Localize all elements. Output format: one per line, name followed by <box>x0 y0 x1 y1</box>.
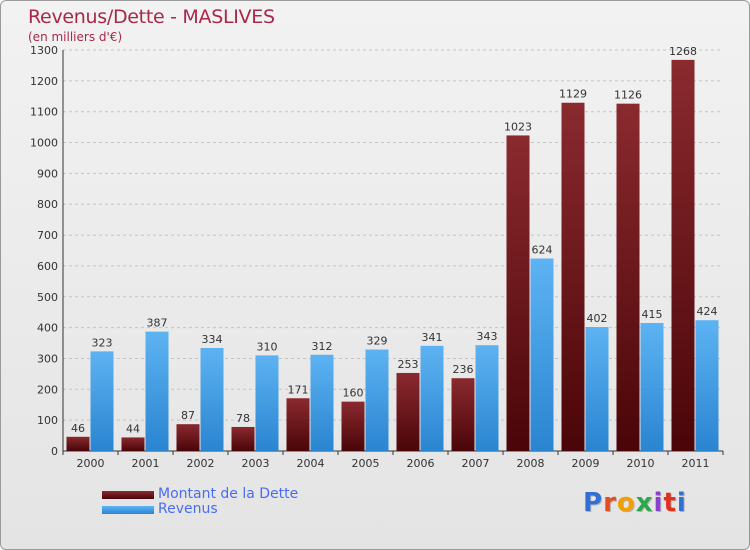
data-label: 624 <box>532 244 553 257</box>
data-label: 424 <box>697 305 718 318</box>
data-label: 87 <box>181 409 195 422</box>
chart-title: Revenus/Dette - MASLIVES <box>28 6 275 28</box>
x-tick-label: 2000 <box>77 457 105 470</box>
y-tick-label: 200 <box>37 383 58 396</box>
data-label: 171 <box>288 383 309 396</box>
data-label: 78 <box>236 412 250 425</box>
data-label: 329 <box>367 335 388 348</box>
y-tick-label: 1000 <box>30 137 58 150</box>
legend-label-revenus: Revenus <box>158 501 218 517</box>
logo-letter: i <box>676 488 687 518</box>
bar-dette <box>451 378 475 451</box>
y-tick-label: 800 <box>37 198 58 211</box>
data-label: 334 <box>202 333 223 346</box>
data-label: 1129 <box>559 88 587 101</box>
bar-revenus <box>640 322 664 451</box>
y-tick-label: 300 <box>37 352 58 365</box>
proxiti-logo: Proxiti <box>583 488 687 518</box>
legend-label-dette: Montant de la Dette <box>158 486 299 502</box>
bar-dette <box>121 437 145 451</box>
bar-dette <box>396 372 420 451</box>
logo-letter: P <box>583 488 604 518</box>
bar-dette <box>231 426 255 451</box>
x-tick-label: 2006 <box>407 457 435 470</box>
data-label: 1126 <box>614 89 642 102</box>
y-tick-label: 900 <box>37 167 58 180</box>
y-tick-label: 0 <box>51 445 58 458</box>
data-label: 415 <box>642 308 663 321</box>
x-tick-label: 2009 <box>572 457 600 470</box>
data-label: 341 <box>422 331 443 344</box>
y-tick-label: 500 <box>37 291 58 304</box>
y-tick-label: 700 <box>37 229 58 242</box>
bar-revenus <box>420 345 444 451</box>
data-label: 323 <box>92 336 113 349</box>
bar-revenus <box>365 349 389 451</box>
bar-revenus <box>90 351 114 451</box>
chart-subtitle: (en milliers d'€) <box>28 30 123 44</box>
data-label: 236 <box>453 363 474 376</box>
data-label: 44 <box>126 422 140 435</box>
logo-letter: t <box>663 488 677 518</box>
x-tick-label: 2005 <box>352 457 380 470</box>
data-label: 312 <box>312 340 333 353</box>
data-label: 343 <box>477 330 498 343</box>
x-tick-label: 2008 <box>517 457 545 470</box>
data-label: 310 <box>257 340 278 353</box>
y-tick-label: 600 <box>37 260 58 273</box>
bar-dette <box>506 135 530 451</box>
y-tick-label: 1100 <box>30 106 58 119</box>
data-label: 1268 <box>669 45 697 58</box>
bar-revenus <box>530 258 554 451</box>
y-tick-label: 1200 <box>30 75 58 88</box>
bar-revenus <box>475 345 499 451</box>
logo-letter: o <box>616 488 636 518</box>
bar-revenus <box>200 347 224 451</box>
data-label: 46 <box>71 422 85 435</box>
bar-dette <box>66 436 90 451</box>
data-label: 1023 <box>504 120 532 133</box>
bar-dette <box>616 103 640 452</box>
data-label: 387 <box>147 317 168 330</box>
logo-letter: x <box>635 488 654 518</box>
x-tick-label: 2001 <box>132 457 160 470</box>
logo-letter: i <box>653 488 664 518</box>
y-tick-label: 100 <box>37 414 58 427</box>
data-label: 160 <box>343 387 364 400</box>
y-tick-label: 400 <box>37 322 58 335</box>
bar-revenus <box>145 331 169 451</box>
x-tick-label: 2004 <box>297 457 325 470</box>
x-tick-label: 2007 <box>462 457 490 470</box>
bar-dette <box>176 424 200 451</box>
x-tick-label: 2003 <box>242 457 270 470</box>
bar-revenus <box>255 355 279 451</box>
logo-letter: r <box>603 488 617 518</box>
bar-dette <box>286 398 310 451</box>
bar-dette <box>341 401 365 451</box>
x-tick-label: 2011 <box>682 457 710 470</box>
bar-revenus <box>695 320 719 451</box>
x-tick-label: 2002 <box>187 457 215 470</box>
bar-dette <box>671 59 695 452</box>
bar-revenus <box>310 354 334 451</box>
y-tick-label: 1300 <box>30 44 58 57</box>
bar-revenus <box>585 326 609 451</box>
legend-swatch-revenus <box>102 506 154 514</box>
x-tick-label: 2010 <box>627 457 655 470</box>
bar-dette <box>561 102 585 452</box>
data-label: 253 <box>398 358 419 371</box>
data-label: 402 <box>587 312 608 325</box>
legend-swatch-dette <box>102 491 154 499</box>
